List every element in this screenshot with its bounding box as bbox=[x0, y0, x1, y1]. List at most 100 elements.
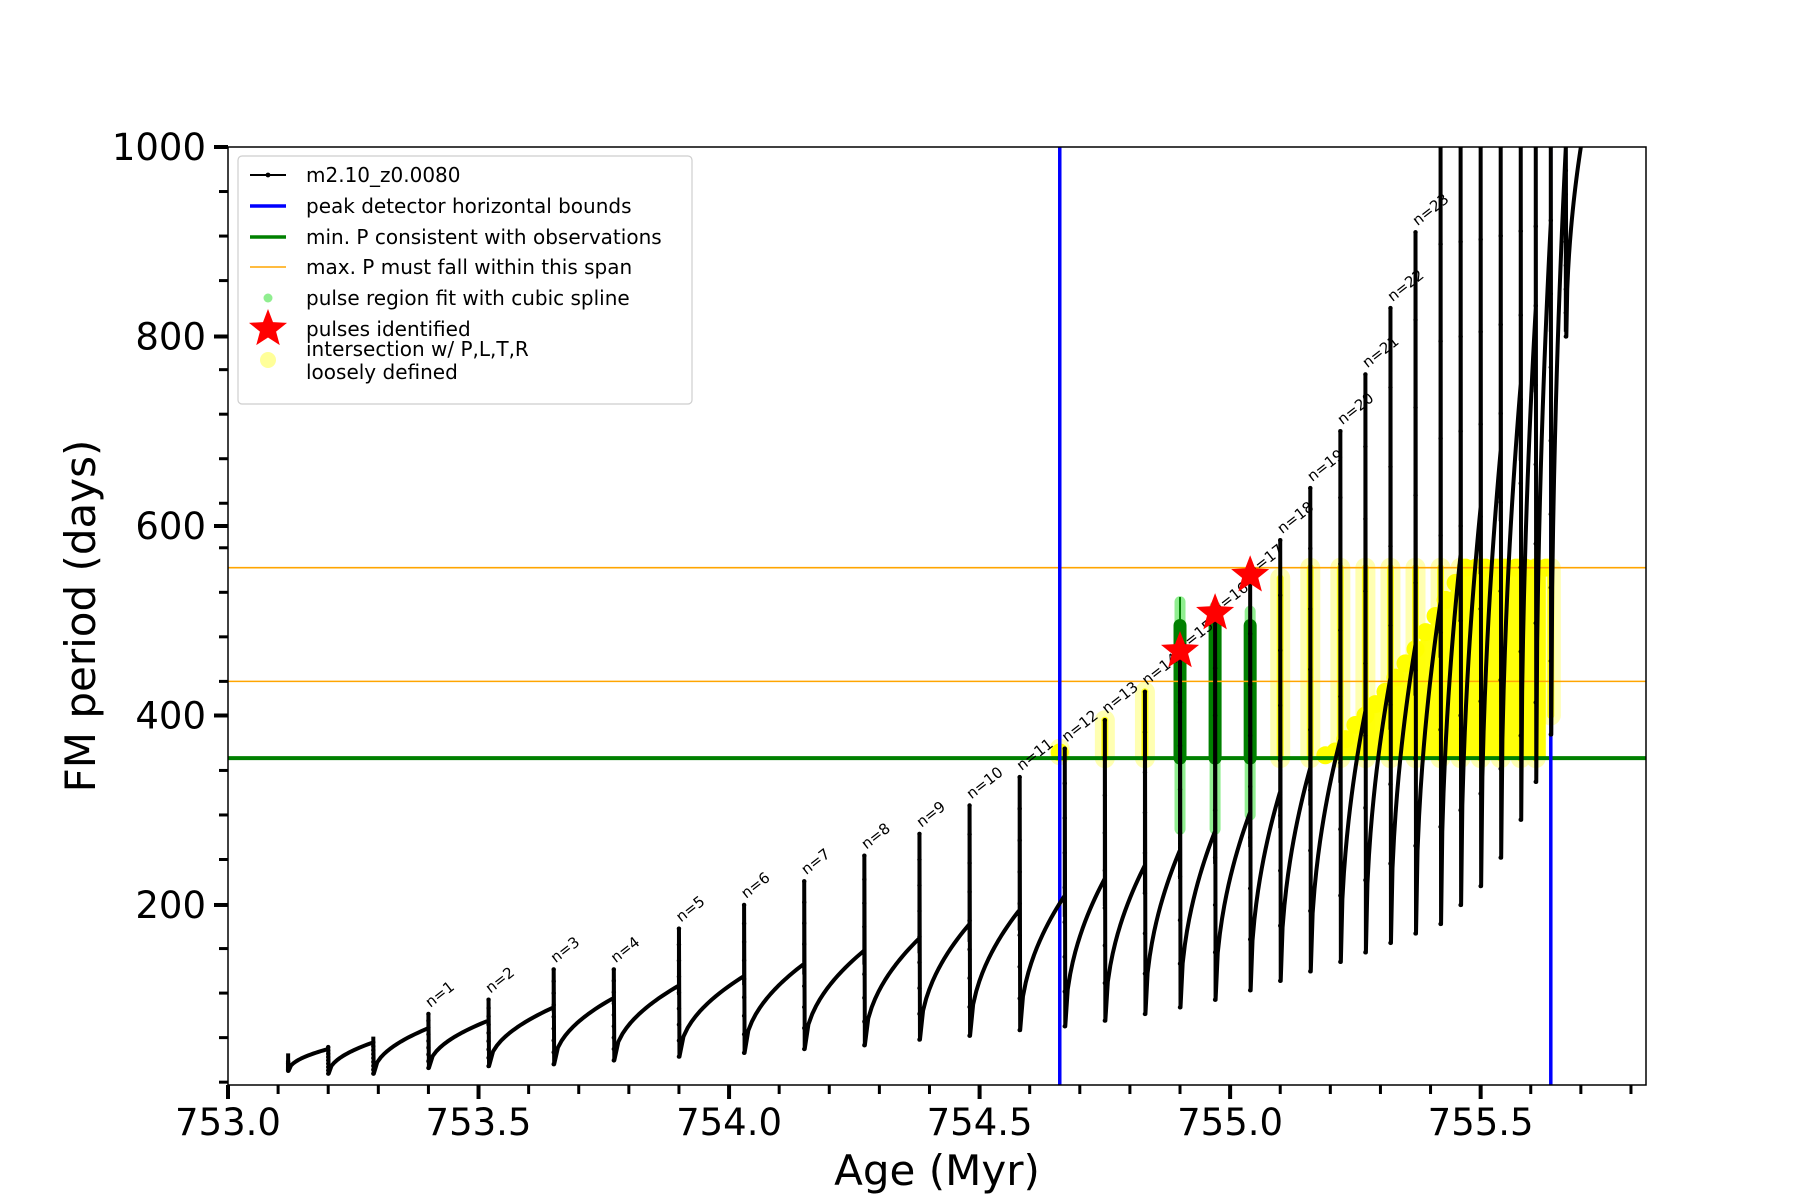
curve-marker-28-2 bbox=[1478, 699, 1483, 704]
curve-marker-17-7 bbox=[1177, 700, 1183, 705]
curve-marker-16-5 bbox=[1142, 810, 1148, 815]
curve-marker-12-8 bbox=[967, 803, 972, 808]
curve-marker-4-4 bbox=[486, 1030, 491, 1036]
curve-marker-14-4 bbox=[1062, 885, 1067, 890]
curve-marker-22-8 bbox=[1338, 429, 1343, 434]
curve-marker-22-0 bbox=[1338, 959, 1343, 965]
curve-marker-20-7 bbox=[1278, 593, 1283, 598]
curve-marker-24-7 bbox=[1388, 385, 1393, 390]
curve-marker-32-2 bbox=[1548, 585, 1553, 590]
curve-marker-11-6 bbox=[917, 883, 922, 888]
y-tick-label-4: 1000 bbox=[112, 126, 206, 169]
curve-marker-12-2 bbox=[967, 975, 972, 981]
curve-marker-28-6 bbox=[1478, 329, 1483, 334]
curve-marker-2-2 bbox=[371, 1063, 376, 1069]
curve-marker-6-4 bbox=[611, 1012, 617, 1018]
curve-marker-2-6 bbox=[371, 1047, 376, 1053]
curve-marker-6-1 bbox=[611, 1046, 617, 1052]
y-axis-label: FM period (days) bbox=[56, 440, 105, 793]
curve-marker-18-1 bbox=[1212, 950, 1218, 955]
curve-marker-9-1 bbox=[802, 1025, 807, 1031]
curve-marker-12-1 bbox=[967, 1004, 972, 1010]
curve-marker-4-3 bbox=[486, 1038, 491, 1044]
curve-marker-3-3 bbox=[426, 1045, 431, 1050]
curve-marker-7-8 bbox=[676, 926, 682, 931]
curve-marker-12-7 bbox=[967, 832, 972, 837]
curve-marker-10-1 bbox=[862, 1019, 867, 1024]
curve-marker-3-6 bbox=[426, 1025, 431, 1030]
curve-marker-31-5 bbox=[1533, 382, 1538, 388]
curve-marker-28-5 bbox=[1478, 421, 1483, 427]
curve-marker-14-8 bbox=[1062, 746, 1067, 751]
curve-marker-18-5 bbox=[1212, 760, 1218, 766]
curve-marker-26-7 bbox=[1438, 241, 1443, 247]
curve-marker-26-1 bbox=[1438, 824, 1443, 830]
curve-marker-14-2 bbox=[1062, 954, 1067, 960]
curve-marker-13-7 bbox=[1017, 806, 1022, 811]
curve-marker-6-5 bbox=[611, 1001, 617, 1006]
curve-marker-17-1 bbox=[1177, 961, 1183, 966]
curve-marker-27-1 bbox=[1458, 808, 1463, 813]
curve-marker-1-8 bbox=[326, 1044, 331, 1050]
loose-point-5 bbox=[1366, 695, 1385, 714]
curve-marker-24-2 bbox=[1388, 781, 1393, 787]
curve-marker-26-3 bbox=[1438, 630, 1443, 635]
legend-label-3: max. P must fall within this span bbox=[306, 255, 632, 279]
curve-marker-10-8 bbox=[862, 853, 867, 858]
curve-marker-15-1 bbox=[1102, 980, 1108, 986]
curve-marker-16-6 bbox=[1142, 770, 1148, 775]
curve-marker-1-4 bbox=[326, 1058, 331, 1063]
curve-marker-5-8 bbox=[551, 967, 556, 972]
curve-marker-2-8 bbox=[371, 1040, 376, 1045]
curve-marker-12-0 bbox=[967, 1033, 972, 1038]
curve-marker-29-0 bbox=[1498, 855, 1503, 860]
y-tick-label-3: 800 bbox=[135, 315, 206, 358]
loose-point-10 bbox=[1416, 623, 1435, 642]
curve-marker-4-0 bbox=[486, 1063, 491, 1069]
curve-marker-19-0 bbox=[1247, 988, 1253, 993]
curve-marker-26-0 bbox=[1438, 921, 1443, 927]
curve-marker-13-0 bbox=[1017, 1027, 1022, 1033]
curve-marker-4-7 bbox=[486, 1005, 491, 1011]
x-tick-label-4: 755.0 bbox=[1177, 1101, 1283, 1144]
curve-marker-5-5 bbox=[551, 1002, 556, 1008]
curve-marker-23-4 bbox=[1363, 661, 1368, 666]
curve-marker-3-0 bbox=[426, 1065, 431, 1071]
curve-marker-11-3 bbox=[917, 960, 922, 965]
curve-marker-22-2 bbox=[1338, 826, 1343, 832]
x-tick-label-1: 753.5 bbox=[426, 1101, 532, 1144]
curve-marker-8-4 bbox=[741, 976, 747, 982]
curve-marker-21-6 bbox=[1308, 606, 1313, 612]
curve-marker-1-2 bbox=[326, 1064, 331, 1070]
curve-marker-7-5 bbox=[676, 974, 682, 979]
curve-marker-4-2 bbox=[486, 1047, 491, 1052]
curve-marker-15-6 bbox=[1102, 793, 1108, 798]
curve-marker-31-7 bbox=[1533, 224, 1538, 229]
curve-marker-4-5 bbox=[486, 1022, 491, 1027]
curve-marker-11-2 bbox=[917, 985, 922, 991]
curve-marker-4-8 bbox=[486, 997, 491, 1002]
curve-marker-17-0 bbox=[1177, 1005, 1183, 1010]
curve-marker-9-4 bbox=[802, 962, 807, 968]
curve-marker-2-1 bbox=[371, 1067, 376, 1072]
curve-marker-5-6 bbox=[551, 990, 556, 996]
curve-marker-15-7 bbox=[1102, 755, 1108, 760]
curve-marker-21-4 bbox=[1308, 727, 1313, 732]
curve-marker-8-7 bbox=[741, 921, 747, 926]
curve-marker-30-2 bbox=[1518, 649, 1523, 654]
curve-marker-12-6 bbox=[967, 860, 972, 866]
curve-marker-3-2 bbox=[426, 1052, 431, 1057]
curve-marker-23-2 bbox=[1363, 805, 1368, 811]
legend-marker-0 bbox=[265, 172, 271, 178]
curve-marker-31-1 bbox=[1533, 700, 1538, 705]
curve-marker-22-4 bbox=[1338, 694, 1343, 699]
curve-marker-24-0 bbox=[1388, 940, 1393, 946]
curve-marker-26-5 bbox=[1438, 436, 1443, 441]
curve-marker-15-2 bbox=[1102, 943, 1108, 948]
curve-marker-31-6 bbox=[1533, 303, 1538, 308]
curve-marker-0-8 bbox=[285, 1059, 291, 1064]
curve-marker-32-6 bbox=[1548, 291, 1553, 297]
curve-marker-7-2 bbox=[676, 1022, 682, 1027]
curve-marker-2-7 bbox=[371, 1044, 376, 1049]
curve-marker-21-1 bbox=[1308, 908, 1313, 914]
